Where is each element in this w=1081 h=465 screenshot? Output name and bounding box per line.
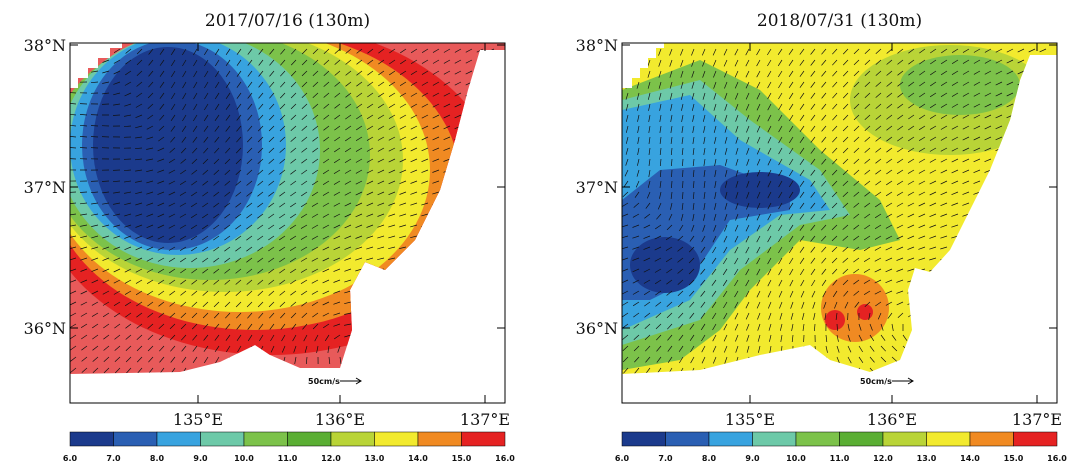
colorbar-label: 8.0 <box>702 454 717 463</box>
colorbar-label: 13.0 <box>917 454 937 463</box>
colorbar-swatch <box>926 431 971 447</box>
colorbar-swatch <box>882 431 927 447</box>
lat-label: 37°N <box>576 178 618 197</box>
colorbar-label: 7.0 <box>106 454 121 463</box>
lon-label: 136°E <box>315 410 365 429</box>
colorbar-label: 9.0 <box>193 454 208 463</box>
colorbar-swatch <box>969 431 1014 447</box>
colorbar-swatch <box>665 431 710 447</box>
colorbar-swatch <box>621 431 666 447</box>
colorbar-swatch <box>795 431 840 447</box>
colorbar-label: 11.0 <box>278 454 298 463</box>
lon-label: 137°E <box>1012 410 1062 429</box>
reference-arrowhead <box>907 377 914 385</box>
colorbar-label: 7.0 <box>658 454 673 463</box>
lat-label: 38°N <box>576 36 618 55</box>
lon-label: 135°E <box>725 410 775 429</box>
colorbar-label: 13.0 <box>365 454 385 463</box>
panel-right <box>621 42 1058 404</box>
reference-label: 50cm/s <box>860 377 892 386</box>
reference-label: 50cm/s <box>308 377 340 386</box>
lon-label: 136°E <box>867 410 917 429</box>
map-border <box>621 42 1058 404</box>
colorbar-label: 8.0 <box>150 454 165 463</box>
colorbar-swatch <box>243 431 288 447</box>
colorbar-label: 16.0 <box>1047 454 1067 463</box>
lon-label: 135°E <box>173 410 223 429</box>
colorbar-label: 14.0 <box>408 454 428 463</box>
panel-title: 2017/07/16 (130m) <box>205 11 370 31</box>
colorbar-swatch <box>1013 431 1058 447</box>
colorbar-swatch <box>156 431 201 447</box>
temperature-field <box>70 43 505 374</box>
panel-title: 2018/07/31 (130m) <box>757 11 922 31</box>
colorbar-label: 14.0 <box>960 454 980 463</box>
colorbar-label: 10.0 <box>234 454 254 463</box>
colorbar-swatch <box>708 431 753 447</box>
colorbar-swatch <box>69 431 114 447</box>
colorbar-label: 12.0 <box>873 454 893 463</box>
colorbar-label: 11.0 <box>830 454 850 463</box>
panel-left <box>69 42 506 404</box>
colorbar-swatch <box>330 431 375 447</box>
colorbar-label: 12.0 <box>321 454 341 463</box>
colorbar-label: 10.0 <box>786 454 806 463</box>
lat-label: 36°N <box>24 319 66 338</box>
colorbar-label: 6.0 <box>615 454 630 463</box>
colorbar-label: 15.0 <box>452 454 472 463</box>
colorbar-label: 6.0 <box>63 454 78 463</box>
colorbar-swatch <box>287 431 332 447</box>
colorbar-swatch <box>113 431 158 447</box>
colorbar-label: 15.0 <box>1004 454 1024 463</box>
colorbar-label: 16.0 <box>495 454 515 463</box>
colorbar-swatch <box>200 431 245 447</box>
lon-label: 137°E <box>460 410 510 429</box>
map-border <box>69 42 506 404</box>
colorbar-swatch <box>417 431 462 447</box>
colorbar-label: 9.0 <box>745 454 760 463</box>
colorbar-swatch <box>461 431 506 447</box>
colorbar-swatch <box>752 431 797 447</box>
colorbar-swatch <box>374 431 419 447</box>
lat-label: 37°N <box>24 178 66 197</box>
lat-label: 38°N <box>24 36 66 55</box>
lat-label: 36°N <box>576 319 618 338</box>
reference-arrowhead <box>355 377 362 385</box>
colorbar-swatch <box>839 431 884 447</box>
